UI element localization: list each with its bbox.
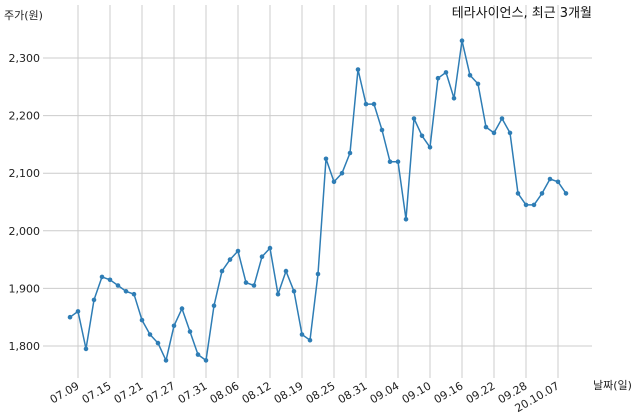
data-point — [547, 176, 553, 182]
x-tick-label: 08.31 — [336, 379, 370, 406]
data-point — [339, 170, 345, 176]
data-point — [387, 159, 393, 164]
data-point — [395, 159, 401, 164]
x-tick-label: 08.06 — [208, 379, 242, 406]
y-axis-ticks: 1,800 1,900 2,000 2,100 2,200 2,300 — [9, 52, 41, 353]
data-point — [507, 130, 513, 136]
data-point — [179, 306, 185, 311]
data-point — [283, 268, 289, 274]
data-point — [475, 81, 481, 87]
y-tick-label: 2,200 — [9, 110, 41, 123]
data-point — [355, 67, 361, 72]
data-point — [115, 283, 121, 288]
data-point — [235, 248, 241, 254]
data-point — [267, 245, 273, 251]
x-tick-label: 09.22 — [464, 379, 498, 406]
data-point — [147, 332, 153, 337]
x-tick-label: 08.25 — [304, 379, 338, 406]
data-point — [531, 202, 537, 208]
data-point — [291, 289, 297, 294]
x-tick-label: 09.16 — [432, 379, 466, 406]
data-point — [435, 75, 441, 81]
y-tick-label: 2,000 — [9, 225, 41, 238]
grid-lines — [43, 5, 592, 378]
y-tick-label: 1,800 — [9, 340, 41, 353]
x-tick-label: 07.31 — [176, 379, 210, 406]
x-axis-ticks: 07.0907.1507.2107.2707.3108.0608.1208.19… — [48, 379, 562, 415]
data-point — [75, 309, 81, 314]
data-point — [171, 323, 177, 329]
data-point — [251, 283, 257, 288]
data-point — [315, 271, 321, 277]
x-tick-label: 07.21 — [112, 379, 146, 406]
y-tick-label: 2,300 — [9, 52, 41, 65]
data-point — [187, 329, 193, 334]
data-point — [259, 254, 265, 259]
data-point — [427, 145, 433, 150]
data-point — [155, 340, 161, 346]
data-point — [163, 358, 169, 363]
x-tick-label: 08.19 — [272, 379, 306, 406]
y-tick-label: 2,100 — [9, 167, 41, 180]
data-point — [515, 191, 521, 196]
data-point — [99, 274, 105, 280]
data-point — [347, 150, 353, 156]
data-points — [67, 38, 569, 363]
data-point — [131, 291, 137, 297]
data-point — [203, 358, 209, 363]
x-axis-title: 날짜(일) — [593, 378, 632, 392]
data-point — [419, 133, 425, 139]
data-point — [459, 38, 465, 43]
chart-title: 테라사이언스, 최근 3개월 — [452, 6, 592, 21]
data-point — [323, 156, 329, 162]
data-point — [107, 277, 113, 283]
x-tick-label: 07.09 — [48, 379, 82, 406]
x-tick-label: 09.10 — [400, 379, 434, 406]
data-point — [451, 96, 457, 101]
data-point — [371, 101, 377, 107]
x-tick-label: 07.15 — [80, 379, 114, 406]
x-tick-label: 09.04 — [368, 379, 402, 406]
data-point — [211, 303, 217, 309]
data-point — [331, 179, 337, 185]
data-point — [83, 346, 89, 352]
data-point — [443, 70, 449, 75]
data-point — [403, 217, 409, 222]
y-tick-label: 1,900 — [9, 282, 41, 295]
data-point — [499, 116, 505, 121]
x-tick-label: 08.12 — [240, 379, 274, 406]
data-point — [523, 202, 529, 208]
data-point — [139, 317, 145, 323]
y-axis-title: 주가(원) — [4, 9, 43, 22]
data-point — [411, 116, 417, 121]
data-point — [555, 179, 561, 185]
x-tick-label: 07.27 — [144, 379, 178, 406]
data-point — [379, 127, 385, 133]
series-line-group — [69, 39, 567, 362]
data-point — [539, 191, 545, 196]
price-series-line — [69, 39, 567, 362]
data-point — [91, 297, 97, 303]
data-point — [491, 130, 497, 136]
data-point — [483, 124, 489, 130]
data-point — [275, 291, 281, 297]
data-point — [227, 257, 233, 262]
data-point — [307, 337, 313, 343]
data-point — [563, 191, 569, 196]
data-point — [195, 352, 201, 357]
data-point — [219, 268, 225, 274]
data-point — [299, 332, 305, 337]
data-point — [467, 73, 473, 78]
data-point — [67, 314, 73, 320]
data-point — [243, 280, 249, 285]
data-point — [363, 101, 369, 107]
data-point — [123, 289, 129, 294]
